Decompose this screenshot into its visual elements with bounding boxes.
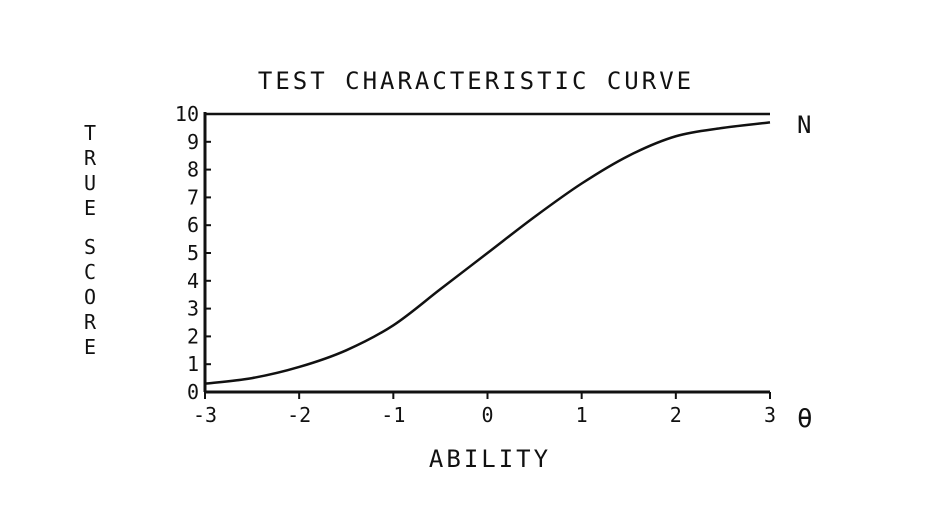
y-tick-label: 9 <box>187 130 199 154</box>
chart-title: TEST CHARACTERISTIC CURVE <box>258 67 694 95</box>
y-tick-label: 6 <box>187 213 199 237</box>
theta-symbol: θ <box>797 404 813 434</box>
n-max-label: N <box>797 111 811 139</box>
y-tick-label: 2 <box>187 324 199 348</box>
y-axis-label-char: U <box>84 171 96 195</box>
y-axis-label-char: T <box>84 121 96 145</box>
x-tick-label: -2 <box>287 403 311 427</box>
y-tick-label: 1 <box>187 352 199 376</box>
x-tick-label: 1 <box>576 403 588 427</box>
y-axis-label-char: C <box>84 260 96 284</box>
y-tick-label: 0 <box>187 380 199 404</box>
y-tick-label: 8 <box>187 158 199 182</box>
y-ticks: 0 1 2 3 4 5 6 7 8 9 10 <box>175 102 211 404</box>
y-axis-label-char: E <box>84 196 96 220</box>
x-tick-label: -3 <box>193 403 217 427</box>
series-line <box>204 121 771 385</box>
x-tick-label: 3 <box>764 403 776 427</box>
y-tick-label: 5 <box>187 241 199 265</box>
y-tick-label: 10 <box>175 102 199 126</box>
x-ticks: -3 -2 -1 0 1 2 3 <box>193 392 776 427</box>
x-tick-label: 0 <box>481 403 493 427</box>
y-axis-label-char: S <box>84 235 96 259</box>
x-tick-label: 2 <box>670 403 682 427</box>
y-tick-label: 4 <box>187 269 199 293</box>
x-axis-label: ABILITY <box>429 445 551 473</box>
y-axis-label-char: R <box>84 310 97 334</box>
x-tick-label: -1 <box>381 403 405 427</box>
y-axis-label-char: R <box>84 146 97 170</box>
y-tick-label: 3 <box>187 297 199 321</box>
y-axis-label-char: E <box>84 335 96 359</box>
y-axis-label-char: O <box>84 285 96 309</box>
y-tick-label: 7 <box>187 185 199 209</box>
